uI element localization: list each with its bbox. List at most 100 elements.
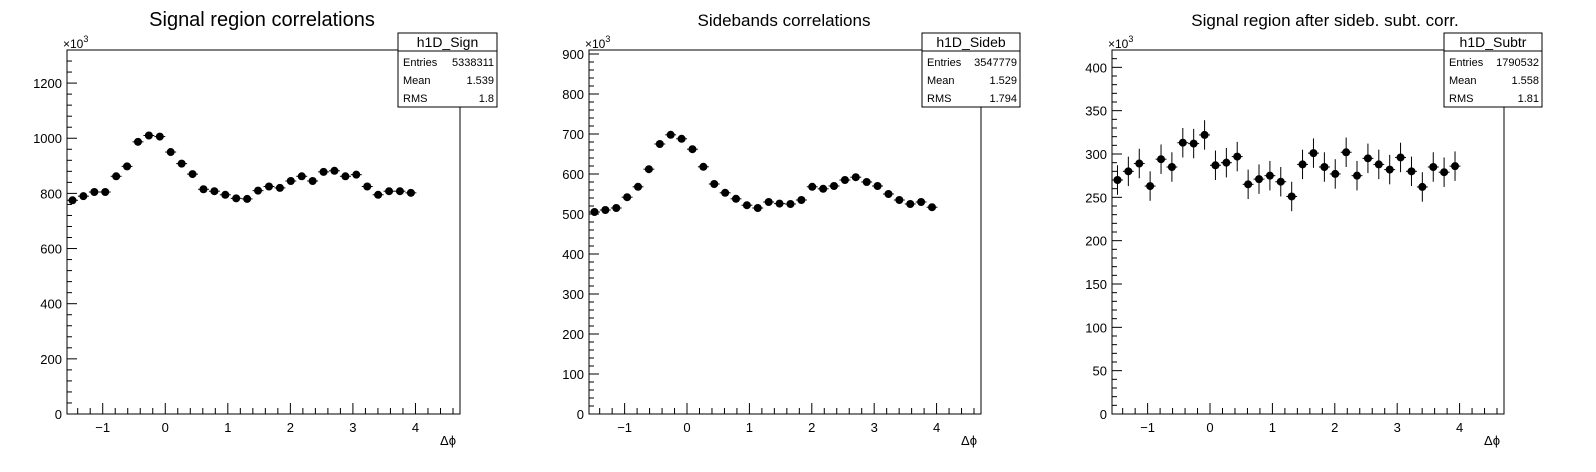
data-point: [132, 137, 144, 146]
data-marker: [906, 200, 915, 208]
data-marker: [1385, 165, 1394, 174]
y-tick-label: 150: [1085, 277, 1107, 292]
data-point: [252, 186, 264, 195]
data-point: [285, 176, 297, 185]
y-tick-label: 250: [1085, 190, 1107, 205]
y-tick-label: 800: [562, 87, 584, 102]
x-tick-label: 4: [933, 420, 940, 435]
data-point: [1438, 157, 1450, 187]
data-marker: [797, 196, 806, 204]
data-marker: [166, 148, 175, 157]
data-marker: [155, 132, 164, 141]
data-marker: [873, 182, 882, 190]
stats-label-entries: Entries: [403, 57, 438, 69]
y-tick-label: 0: [577, 407, 584, 422]
y-multiplier-label: ×103: [585, 34, 610, 51]
x-tick-label: 3: [349, 420, 356, 435]
data-point: [1264, 160, 1276, 191]
stats-value-mean: 1.539: [466, 75, 494, 87]
data-point: [329, 166, 340, 175]
data-point: [752, 204, 764, 212]
data-marker: [819, 184, 828, 193]
data-point: [1220, 147, 1232, 178]
data-marker: [133, 137, 142, 146]
stats-box-name: h1D_Subtr: [1460, 34, 1527, 50]
data-point: [165, 148, 177, 157]
x-tick-label: 4: [412, 420, 419, 435]
data-marker: [710, 180, 719, 188]
data-point: [1144, 171, 1156, 201]
data-marker: [221, 190, 230, 199]
data-point: [99, 188, 111, 197]
y-tick-label: 200: [1085, 234, 1107, 249]
data-marker: [363, 182, 372, 191]
y-tick-label: 300: [562, 287, 584, 302]
data-point: [187, 170, 198, 179]
data-point: [88, 188, 100, 197]
x-tick-label: 4: [1456, 420, 1463, 435]
data-marker: [112, 172, 121, 181]
stats-value-entries: 5338311: [452, 57, 494, 69]
x-tick-label: 0: [1206, 420, 1213, 435]
data-point: [1122, 156, 1134, 187]
data-marker: [1157, 155, 1166, 164]
stats-label-mean: Mean: [1449, 75, 1477, 87]
data-marker: [406, 188, 415, 197]
y-multiplier-exponent: 3: [83, 34, 88, 44]
stats-label-rms: RMS: [1449, 93, 1473, 105]
y-tick-label: 500: [562, 207, 584, 222]
data-point: [915, 198, 927, 206]
data-marker: [254, 186, 263, 195]
data-point: [686, 145, 698, 154]
data-marker: [374, 190, 383, 199]
data-marker: [666, 130, 675, 139]
data-marker: [731, 194, 740, 203]
y-multiplier-exponent: 3: [605, 34, 610, 44]
data-marker: [177, 159, 186, 168]
y-multiplier-label: ×103: [1108, 34, 1133, 51]
data-marker: [884, 190, 893, 198]
data-point: [121, 162, 133, 171]
stats-box-name: h1D_Sign: [417, 34, 479, 50]
y-multiplier-base: ×10: [585, 37, 606, 51]
stats-label-entries: Entries: [927, 57, 962, 69]
data-marker: [1363, 154, 1372, 163]
data-point: [1395, 142, 1407, 173]
data-point: [1427, 152, 1439, 182]
data-marker: [123, 162, 132, 171]
data-marker: [840, 176, 849, 184]
data-point: [904, 200, 916, 208]
data-point: [839, 176, 851, 184]
data-point: [1242, 169, 1254, 200]
y-multiplier-base: ×10: [63, 37, 84, 51]
data-point: [274, 183, 286, 192]
data-point: [405, 188, 417, 197]
data-marker: [352, 170, 361, 179]
data-point: [1188, 128, 1200, 159]
data-point: [763, 198, 775, 206]
data-point: [1177, 128, 1189, 158]
data-marker: [1353, 171, 1362, 180]
data-marker: [928, 203, 937, 212]
y-tick-label: 900: [562, 47, 584, 62]
data-point: [143, 131, 155, 140]
x-tick-label: −1: [95, 420, 110, 435]
data-point: [1340, 137, 1352, 167]
data-marker: [199, 185, 208, 194]
y-tick-label: 400: [1085, 60, 1107, 75]
data-marker: [1276, 177, 1285, 186]
x-tick-label: 3: [871, 420, 878, 435]
data-marker: [1418, 182, 1427, 191]
x-tick-label: 3: [1394, 420, 1401, 435]
data-point: [1286, 181, 1298, 212]
data-point: [67, 196, 78, 205]
data-marker: [1331, 169, 1340, 178]
data-marker: [1298, 160, 1307, 169]
x-tick-label: 1: [746, 420, 753, 435]
data-marker: [612, 204, 621, 212]
data-point: [230, 194, 242, 203]
data-marker: [655, 140, 664, 148]
stats-value-entries: 3547779: [974, 57, 1017, 69]
data-marker: [68, 196, 77, 205]
